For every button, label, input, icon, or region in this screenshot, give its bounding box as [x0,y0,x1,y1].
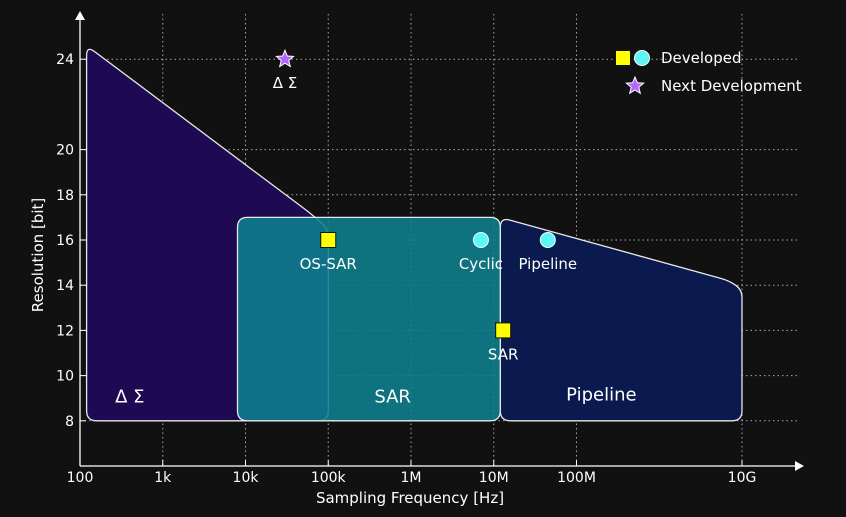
regions: Δ Σ Pipeline SAR [85,48,743,422]
x-tick-label: 100k [311,470,347,486]
star-marker [625,75,645,95]
point-label-sar: SAR [488,345,518,363]
x-tick-label: 10M [479,470,509,486]
point-label-pipeline: Pipeline [518,255,577,273]
legend-label: Next Development [661,77,802,95]
star-marker [275,48,295,68]
points: OS-SAR Cyclic Pipeline SAR Δ Σ [273,48,577,363]
y-tick-label: 18 [56,188,74,204]
square-marker [495,322,512,339]
y-tick-label: 14 [56,278,74,294]
x-axis-label: Sampling Frequency [Hz] [316,489,504,507]
x-tick-label: 100 [67,470,94,486]
point-label-os-sar: OS-SAR [300,255,357,273]
region-label-pipeline: Pipeline [566,384,636,405]
y-tick-label: 20 [56,143,74,159]
square-marker [320,232,337,248]
square-marker [615,50,631,66]
y-tick-label: 24 [56,52,74,68]
y-axis-label: Resolution [bit] [29,198,47,312]
x-tick-label: 1k [154,470,172,486]
y-tick-label: 12 [56,323,74,339]
point-label-delta-sigma: Δ Σ [273,74,298,92]
axes: 100 1k 10k 100k 1M 10M 100M 10G 8 10 12 14 16 18 20 24 [56,11,804,486]
region-label-delta-sigma: Δ Σ [115,387,144,408]
y-tick-label: 8 [65,414,74,430]
circle-marker [634,50,650,66]
x-tick-label: 10G [728,470,757,486]
x-axis-arrow [795,461,804,471]
x-tick-label: 10k [233,470,260,486]
point-label-cyclic: Cyclic [459,255,503,273]
circle-marker [539,232,556,248]
region-sar [236,216,501,422]
y-axis-arrow [75,11,85,20]
legend: Developed Next Development [615,49,802,95]
region-label-sar: SAR [374,387,411,408]
y-tick-label: 10 [56,369,74,385]
x-tick-label: 100M [557,470,596,486]
y-tick-label: 16 [56,233,74,249]
x-tick-label: 1M [401,470,422,486]
circle-marker [472,232,489,248]
legend-label: Developed [661,49,742,67]
